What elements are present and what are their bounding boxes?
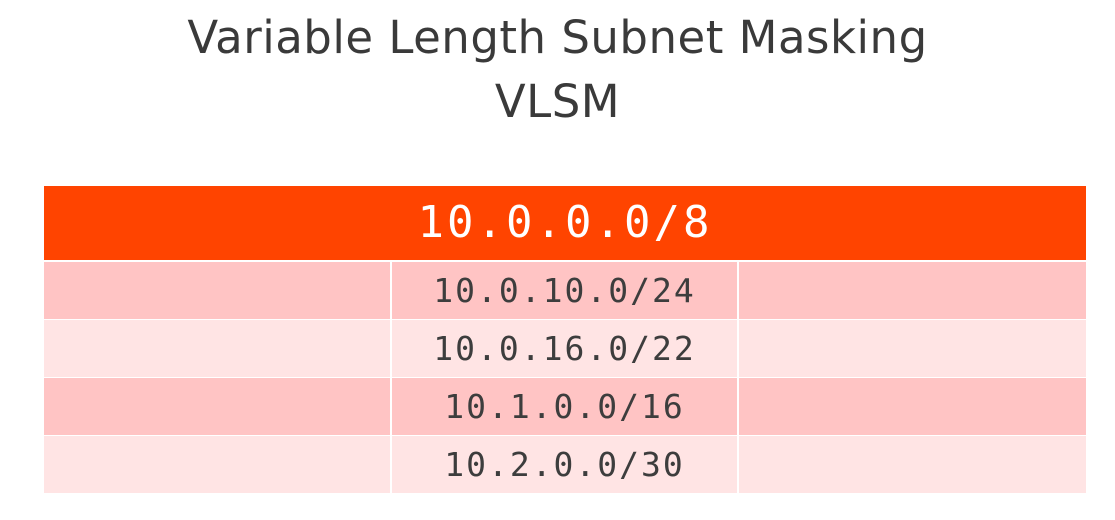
network-header: 10.0.0.0/8 — [44, 186, 1086, 260]
table-row: 10.1.0.0/16 — [44, 378, 1086, 435]
table-row: 10.0.10.0/24 — [44, 262, 1086, 319]
row-right-cell — [739, 378, 1086, 435]
subnet-table: 10.0.0.0/8 10.0.10.0/24 10.0.16.0/22 10.… — [44, 186, 1086, 495]
subnet-cell: 10.1.0.0/16 — [390, 378, 739, 435]
subnet-cell: 10.0.10.0/24 — [390, 262, 739, 319]
subnet-cell: 10.0.16.0/22 — [390, 320, 739, 377]
row-left-cell — [44, 262, 390, 319]
row-left-cell — [44, 436, 390, 493]
slide-title: Variable Length Subnet Masking — [187, 11, 928, 64]
slide-subtitle: VLSM — [494, 75, 621, 128]
row-right-cell — [739, 436, 1086, 493]
table-row: 10.2.0.0/30 — [44, 436, 1086, 493]
row-left-cell — [44, 320, 390, 377]
row-right-cell — [739, 320, 1086, 377]
row-right-cell — [739, 262, 1086, 319]
subnet-cell: 10.2.0.0/30 — [390, 436, 739, 493]
table-row: 10.0.16.0/22 — [44, 320, 1086, 377]
row-left-cell — [44, 378, 390, 435]
